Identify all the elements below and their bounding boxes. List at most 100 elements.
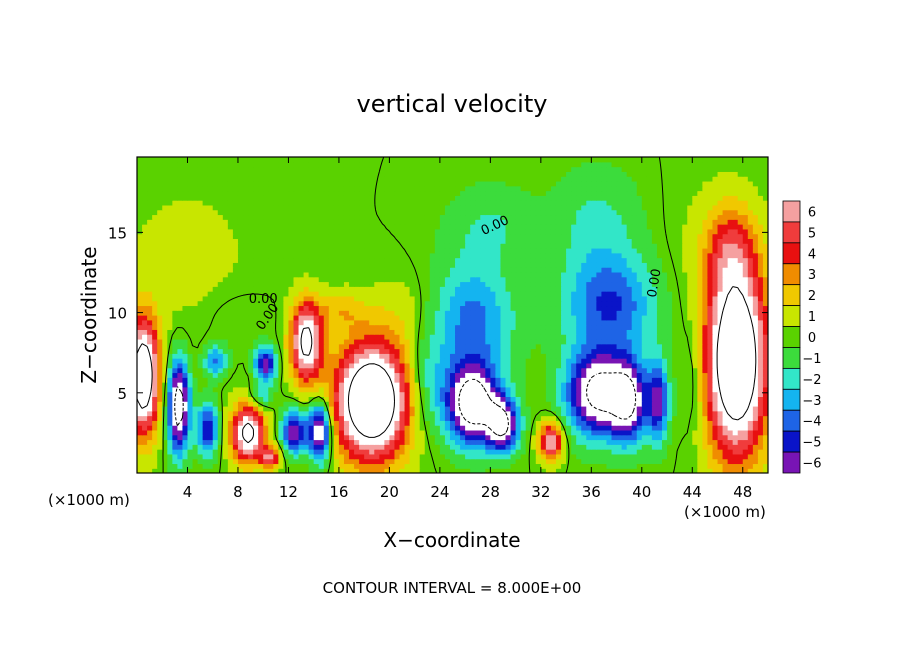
heatmap-cell <box>641 338 648 345</box>
heatmap-cell <box>737 291 744 297</box>
heatmap-cell <box>202 425 209 431</box>
heatmap-cell <box>621 329 628 335</box>
heatmap-cell <box>328 329 335 335</box>
heatmap-cell <box>712 315 719 321</box>
heatmap-cell <box>379 415 385 421</box>
heatmap-cell <box>727 453 734 460</box>
heatmap-cell <box>581 343 587 350</box>
heatmap-cell <box>232 405 239 412</box>
heatmap-cell <box>712 410 719 417</box>
heatmap-cell <box>298 420 305 426</box>
heatmap-cell <box>278 434 284 441</box>
heatmap-cell <box>500 405 507 412</box>
heatmap-cell <box>449 367 456 374</box>
heatmap-cell <box>162 453 168 460</box>
heatmap-cell <box>212 362 219 369</box>
heatmap-cell <box>752 310 759 316</box>
heatmap-cell <box>167 463 173 469</box>
heatmap-cell <box>687 458 693 465</box>
heatmap-cell <box>273 458 279 465</box>
heatmap-cell <box>399 405 406 412</box>
heatmap-cell <box>217 324 224 330</box>
heatmap-cell <box>152 386 158 393</box>
heatmap-cell <box>490 429 497 436</box>
heatmap-cell <box>576 338 582 345</box>
heatmap-cell <box>465 405 471 412</box>
heatmap-cell <box>752 463 759 469</box>
heatmap-cell <box>460 468 466 473</box>
heatmap-cell <box>263 405 269 412</box>
heatmap-cell <box>389 458 396 465</box>
heatmap-cell <box>308 382 315 388</box>
heatmap-cell <box>409 434 416 441</box>
heatmap-cell <box>545 348 552 354</box>
heatmap-cell <box>343 420 350 426</box>
heatmap-cell <box>465 372 471 378</box>
heatmap-cell <box>374 444 380 450</box>
heatmap-cell <box>258 391 264 397</box>
heatmap-cell <box>207 305 214 311</box>
heatmap-cell <box>495 367 502 374</box>
heatmap-cell <box>258 286 264 292</box>
heatmap-cell <box>621 295 628 302</box>
heatmap-cell <box>374 429 380 436</box>
heatmap-cell <box>550 362 557 369</box>
heatmap-cell <box>712 295 719 302</box>
heatmap-cell <box>384 286 390 292</box>
heatmap-cell <box>566 343 572 350</box>
heatmap-cell <box>515 439 522 445</box>
heatmap-cell <box>137 324 143 330</box>
heatmap-cell <box>661 324 668 330</box>
heatmap-cell <box>621 372 628 378</box>
heatmap-cell <box>480 439 486 445</box>
heatmap-cell <box>409 362 416 369</box>
heatmap-cell <box>510 338 517 345</box>
heatmap-cell <box>500 315 507 321</box>
heatmap-cell <box>192 458 199 465</box>
heatmap-cell <box>702 377 709 383</box>
heatmap-cell <box>354 300 360 307</box>
heatmap-cell <box>298 348 305 354</box>
heatmap-cell <box>273 286 279 292</box>
heatmap-cell <box>722 439 729 445</box>
heatmap-cell <box>762 429 768 436</box>
heatmap-cell <box>142 367 148 374</box>
heatmap-cell <box>207 425 214 431</box>
heatmap-cell <box>677 281 683 287</box>
heatmap-cell <box>702 415 709 421</box>
heatmap-cell <box>444 315 451 321</box>
heatmap-cell <box>207 353 214 359</box>
heatmap-cell <box>253 382 259 388</box>
heatmap-cell <box>475 405 481 412</box>
heatmap-cell <box>545 372 552 378</box>
heatmap-cell <box>177 362 184 369</box>
heatmap-cell <box>263 295 269 302</box>
heatmap-cell <box>732 291 739 297</box>
heatmap-cell <box>343 425 350 431</box>
heatmap-cell <box>172 468 178 473</box>
heatmap-cell <box>313 429 320 436</box>
heatmap-cell <box>465 439 471 445</box>
heatmap-cell <box>278 425 284 431</box>
heatmap-cell <box>232 281 239 287</box>
heatmap-cell <box>672 439 678 445</box>
heatmap-cell <box>555 429 562 436</box>
heatmap-cell <box>571 324 577 330</box>
heatmap-cell <box>581 367 587 374</box>
heatmap-cell <box>222 439 229 445</box>
heatmap-cell <box>349 468 355 473</box>
heatmap-cell <box>455 348 461 354</box>
heatmap-cell <box>429 310 436 316</box>
heatmap-cell <box>672 291 678 297</box>
heatmap-cell <box>207 429 214 436</box>
heatmap-cell <box>268 310 274 316</box>
heatmap-cell <box>142 319 148 326</box>
heatmap-cell <box>535 382 542 388</box>
heatmap-cell <box>611 291 618 297</box>
heatmap-cell <box>293 286 300 292</box>
heatmap-cell <box>419 319 426 326</box>
heatmap-cell <box>177 468 184 473</box>
heatmap-cell <box>343 458 350 465</box>
heatmap-cell <box>702 463 709 469</box>
heatmap-cell <box>747 324 754 330</box>
